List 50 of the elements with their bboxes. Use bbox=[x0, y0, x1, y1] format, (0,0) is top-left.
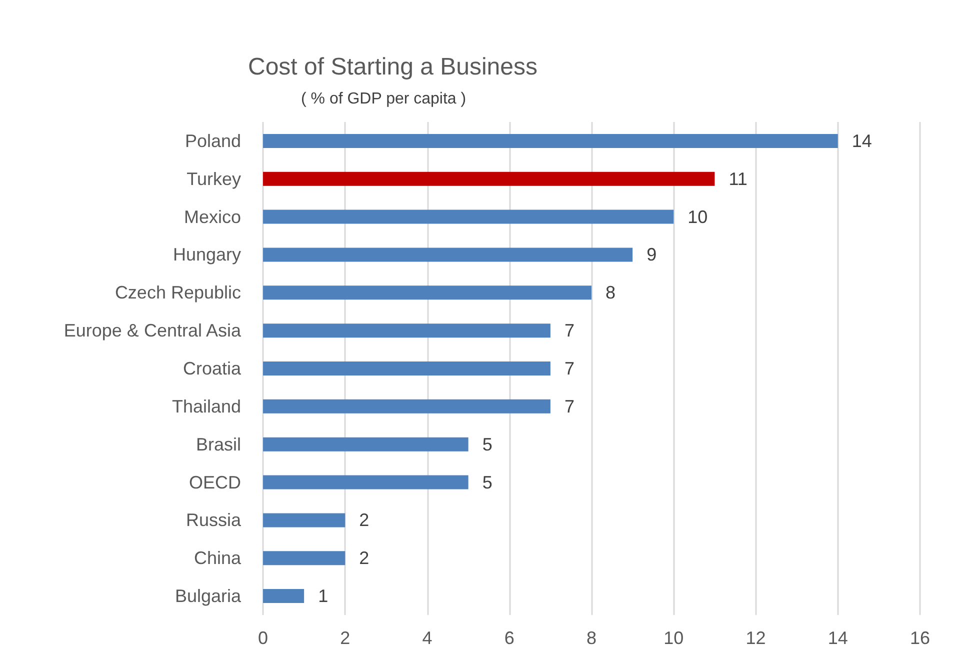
chart-title: Cost of Starting a Business bbox=[248, 54, 538, 80]
x-tick-label: 4 bbox=[422, 628, 432, 648]
y-tick-label: China bbox=[194, 548, 242, 568]
x-tick-label: 0 bbox=[258, 628, 268, 648]
bar bbox=[263, 286, 592, 300]
x-tick-label: 12 bbox=[746, 628, 766, 648]
data-label: 7 bbox=[564, 358, 574, 378]
bar bbox=[263, 399, 550, 414]
data-label: 14 bbox=[852, 130, 872, 151]
bar bbox=[263, 172, 715, 186]
x-tick-label: 2 bbox=[340, 628, 350, 648]
data-label: 9 bbox=[646, 244, 657, 265]
x-tick-label: 10 bbox=[664, 628, 684, 648]
bar bbox=[263, 134, 838, 148]
x-tick-label: 8 bbox=[586, 628, 597, 648]
data-label: 1 bbox=[318, 586, 328, 606]
data-label: 2 bbox=[359, 548, 370, 568]
data-label: 5 bbox=[482, 434, 492, 454]
y-tick-label: Europe & Central Asia bbox=[64, 320, 242, 341]
data-label: 7 bbox=[564, 396, 574, 416]
bar bbox=[263, 551, 346, 566]
y-tick-label: Czech Republic bbox=[114, 282, 241, 303]
data-label: 11 bbox=[728, 168, 748, 189]
bar bbox=[263, 513, 346, 528]
y-tick-label: Brasil bbox=[196, 434, 241, 454]
y-tick-label: Russia bbox=[186, 510, 242, 530]
y-tick-label: Croatia bbox=[182, 358, 242, 378]
y-tick-label: Poland bbox=[184, 130, 241, 151]
y-tick-label: Mexico bbox=[184, 206, 241, 227]
bar bbox=[263, 248, 633, 262]
data-label: 2 bbox=[359, 510, 370, 530]
bar bbox=[263, 475, 468, 490]
data-label: 5 bbox=[482, 472, 492, 492]
x-tick-label: 14 bbox=[828, 628, 848, 648]
data-label: 10 bbox=[688, 206, 708, 227]
y-tick-label: Hungary bbox=[172, 244, 241, 265]
chart-subtitle: ( % of GDP per capita ) bbox=[301, 90, 466, 108]
y-tick-label: Thailand bbox=[172, 396, 241, 416]
bar bbox=[263, 589, 304, 604]
data-label: 8 bbox=[606, 282, 616, 303]
bar bbox=[263, 362, 550, 376]
y-tick-label: OECD bbox=[188, 472, 241, 492]
bar bbox=[263, 437, 468, 452]
x-tick-label: 6 bbox=[504, 628, 514, 648]
bar bbox=[263, 210, 674, 224]
data-label: 7 bbox=[564, 320, 574, 341]
y-tick-label: Turkey bbox=[186, 168, 241, 189]
bar bbox=[263, 324, 550, 338]
y-tick-label: Bulgaria bbox=[174, 586, 242, 606]
x-tick-label: 16 bbox=[910, 628, 930, 648]
